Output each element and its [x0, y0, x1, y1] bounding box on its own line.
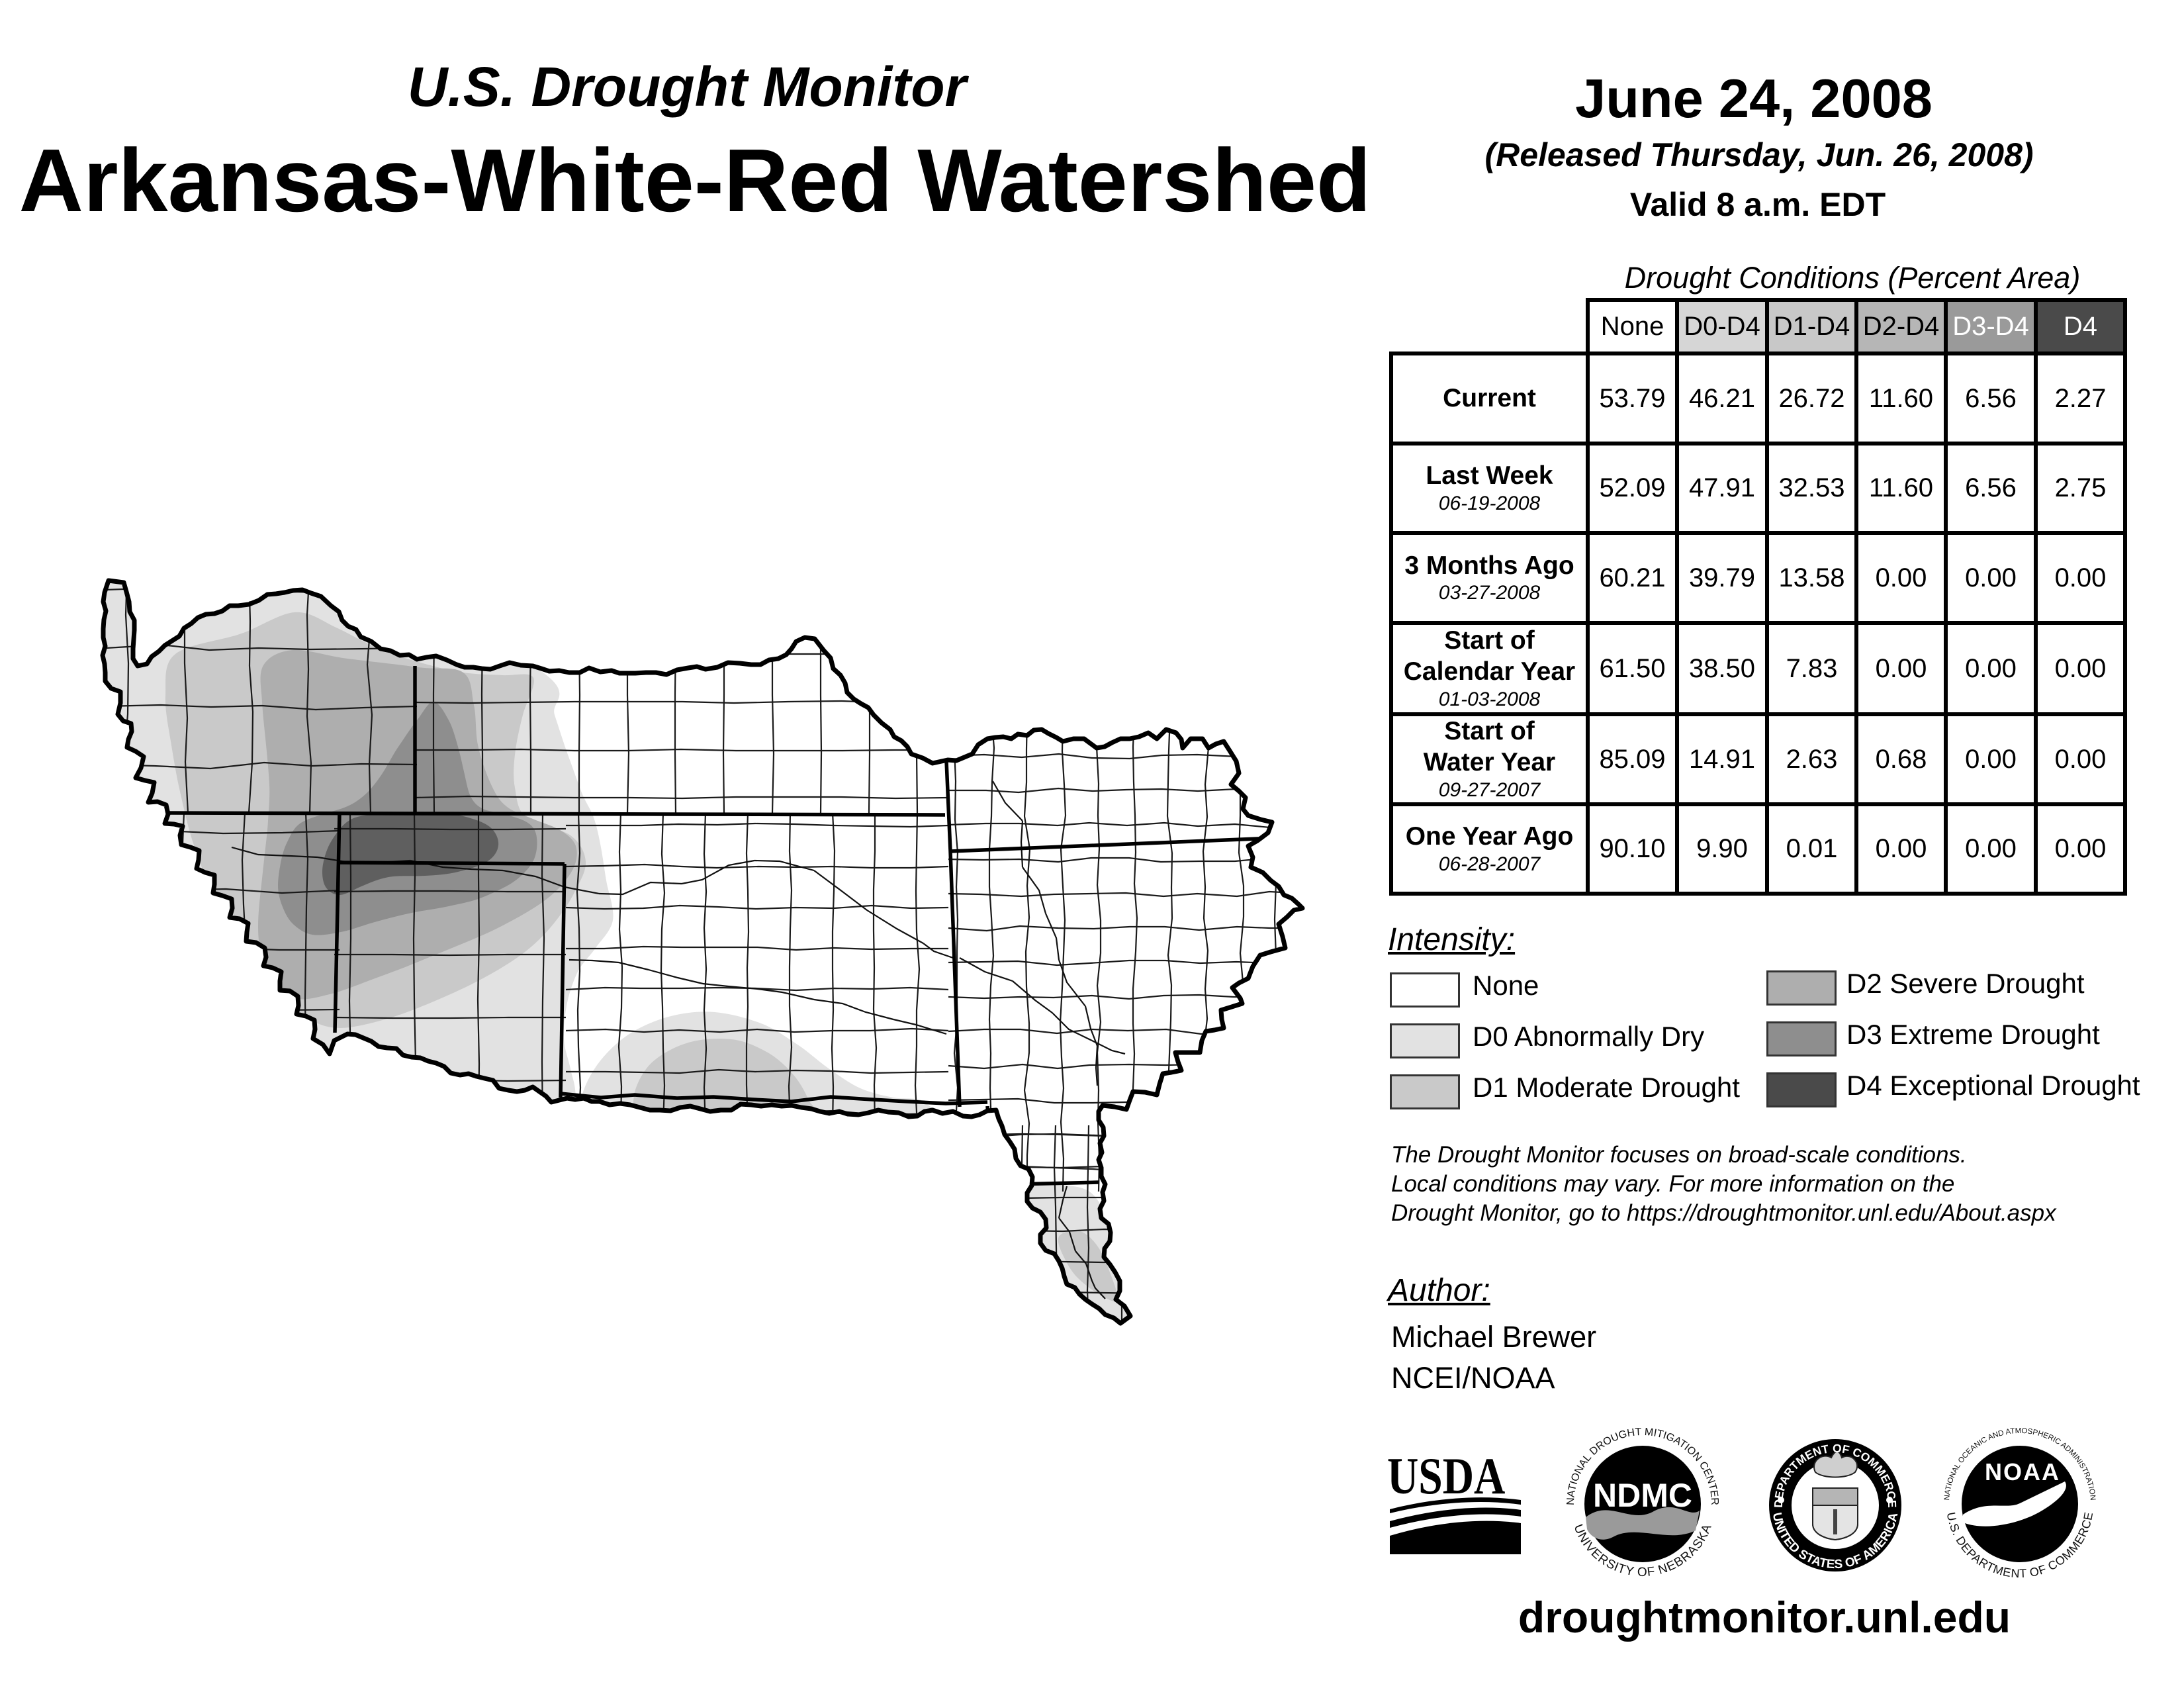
svg-text:NDMC: NDMC — [1593, 1477, 1692, 1514]
svg-text:USDA: USDA — [1387, 1448, 1505, 1505]
svg-text:NOAA: NOAA — [1985, 1458, 2060, 1485]
